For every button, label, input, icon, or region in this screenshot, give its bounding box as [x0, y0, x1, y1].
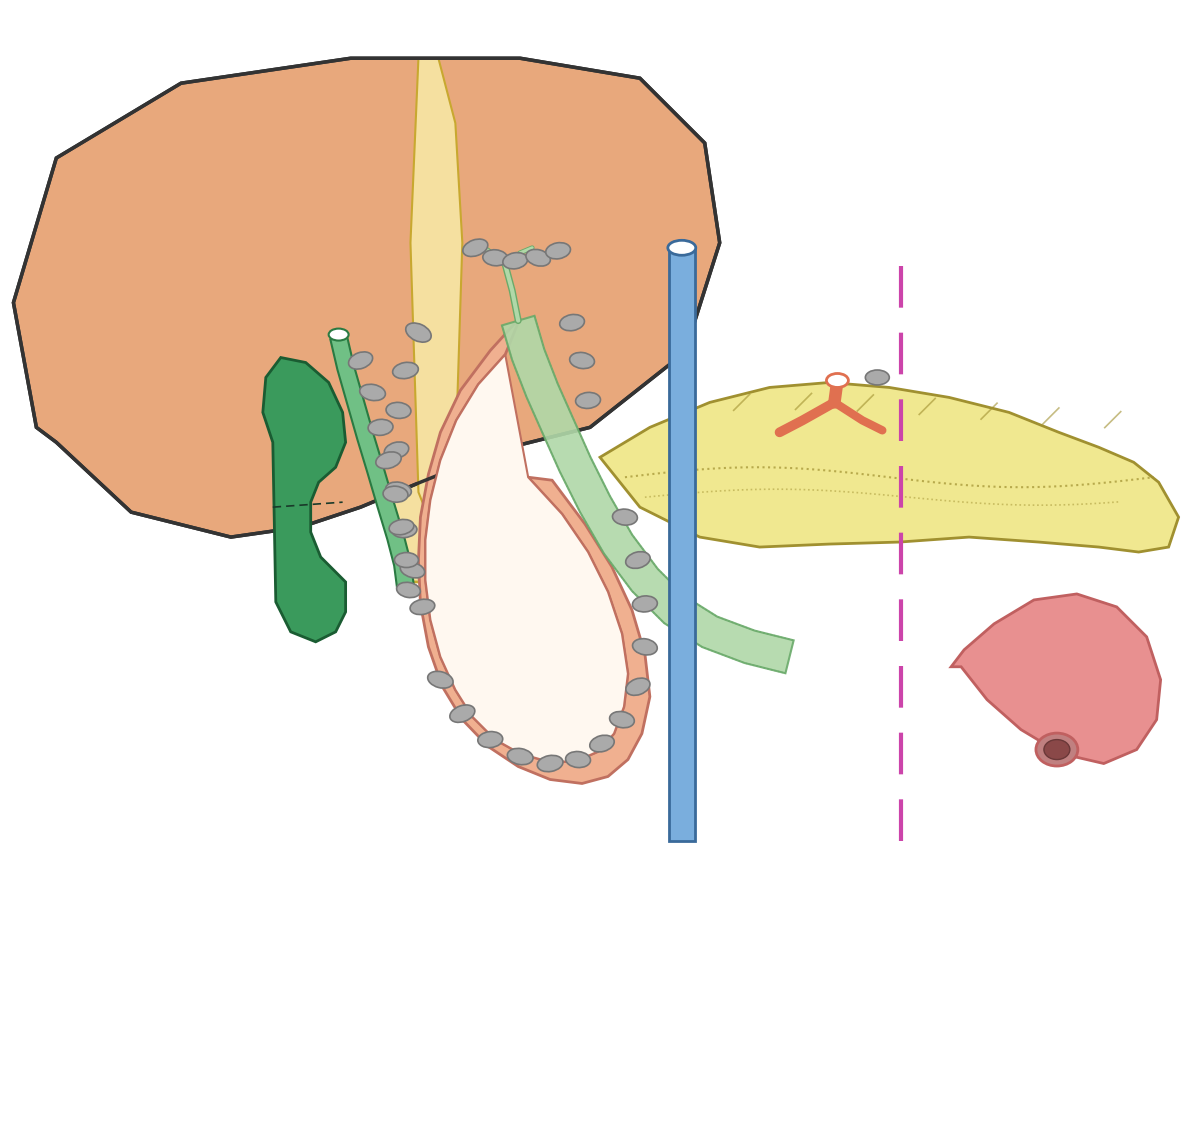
- Ellipse shape: [565, 751, 590, 767]
- Ellipse shape: [610, 711, 635, 727]
- Ellipse shape: [503, 252, 528, 268]
- Ellipse shape: [482, 250, 508, 266]
- Ellipse shape: [368, 419, 392, 435]
- Ellipse shape: [389, 520, 414, 534]
- Ellipse shape: [827, 373, 848, 387]
- Polygon shape: [410, 58, 462, 542]
- Polygon shape: [263, 357, 346, 642]
- Polygon shape: [426, 354, 628, 762]
- Ellipse shape: [376, 452, 401, 468]
- Ellipse shape: [392, 523, 416, 538]
- Ellipse shape: [395, 553, 419, 568]
- Ellipse shape: [1044, 740, 1070, 759]
- Ellipse shape: [463, 239, 487, 257]
- Ellipse shape: [632, 638, 658, 656]
- Ellipse shape: [1036, 733, 1078, 766]
- Ellipse shape: [383, 486, 408, 502]
- Ellipse shape: [392, 362, 419, 379]
- Polygon shape: [952, 594, 1160, 764]
- Ellipse shape: [632, 596, 658, 612]
- Ellipse shape: [526, 249, 551, 266]
- Polygon shape: [390, 83, 466, 582]
- Polygon shape: [502, 316, 793, 674]
- Ellipse shape: [576, 393, 600, 409]
- Ellipse shape: [478, 732, 503, 748]
- Polygon shape: [419, 317, 650, 783]
- Ellipse shape: [612, 509, 637, 525]
- Ellipse shape: [570, 353, 594, 369]
- Ellipse shape: [668, 240, 696, 256]
- Polygon shape: [330, 336, 414, 588]
- Ellipse shape: [384, 442, 409, 459]
- Polygon shape: [600, 383, 1178, 552]
- Ellipse shape: [559, 314, 584, 331]
- Ellipse shape: [625, 552, 650, 569]
- Ellipse shape: [360, 384, 385, 401]
- Ellipse shape: [406, 323, 431, 343]
- Ellipse shape: [348, 352, 373, 369]
- Ellipse shape: [329, 329, 349, 340]
- Polygon shape: [13, 58, 720, 537]
- Polygon shape: [668, 248, 695, 842]
- Ellipse shape: [626, 678, 650, 695]
- Ellipse shape: [546, 242, 570, 259]
- Ellipse shape: [385, 482, 412, 498]
- Ellipse shape: [386, 402, 410, 418]
- Ellipse shape: [508, 748, 533, 765]
- Ellipse shape: [865, 370, 889, 385]
- Ellipse shape: [538, 755, 563, 772]
- Ellipse shape: [401, 562, 425, 578]
- Ellipse shape: [410, 600, 434, 614]
- Ellipse shape: [589, 735, 614, 751]
- Ellipse shape: [397, 582, 420, 597]
- Ellipse shape: [450, 705, 475, 723]
- Ellipse shape: [427, 671, 454, 689]
